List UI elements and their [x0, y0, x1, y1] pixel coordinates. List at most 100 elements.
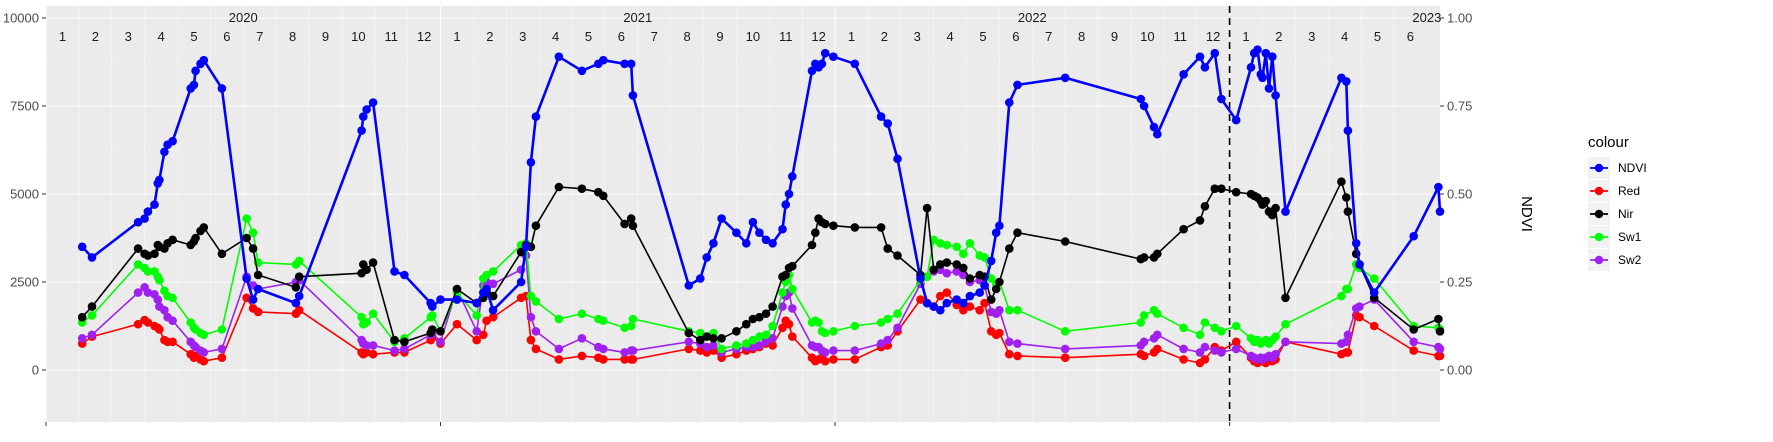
- point-ndvi: [709, 239, 718, 248]
- point-sw2: [893, 323, 902, 333]
- point-ndvi: [368, 98, 378, 107]
- point-sw1: [1136, 318, 1146, 327]
- point-ndvi: [883, 119, 892, 128]
- point-nir: [876, 223, 886, 232]
- legend-key-point: [1594, 209, 1604, 219]
- point-sw2: [768, 334, 777, 343]
- point-sw1: [143, 267, 153, 276]
- point-ndvi: [577, 66, 587, 76]
- year-label: 2020: [229, 10, 258, 25]
- point-sw2: [1271, 349, 1280, 359]
- point-red: [133, 319, 143, 329]
- point-nir: [1409, 325, 1418, 334]
- point-sw1: [1179, 323, 1188, 333]
- point-sw1: [761, 330, 771, 340]
- point-ndvi: [526, 158, 536, 167]
- point-sw2: [620, 348, 629, 357]
- point-red: [829, 355, 838, 364]
- point-ndvi: [1139, 101, 1149, 111]
- point-sw2: [1355, 302, 1364, 311]
- left-tick-label: 2500: [10, 275, 39, 290]
- point-red: [242, 293, 251, 303]
- point-ndvi: [761, 235, 771, 245]
- point-red: [253, 307, 263, 317]
- point-sw1: [742, 339, 751, 348]
- point-sw2: [1060, 344, 1070, 354]
- point-sw2: [684, 337, 694, 347]
- point-ndvi: [133, 217, 143, 227]
- point-red: [554, 355, 564, 364]
- point-sw1: [1231, 321, 1241, 331]
- month-label: 6: [1407, 29, 1414, 44]
- point-sw1: [217, 325, 227, 334]
- point-ndvi: [155, 175, 164, 185]
- point-ndvi: [1351, 239, 1361, 248]
- point-sw1: [936, 239, 945, 248]
- point-ndvi: [191, 66, 200, 76]
- month-label: 5: [190, 29, 197, 44]
- point-red: [362, 348, 371, 357]
- point-sw1: [1271, 332, 1280, 341]
- month-label: 3: [519, 29, 526, 44]
- point-ndvi: [242, 274, 251, 283]
- point-red: [155, 325, 164, 334]
- point-ndvi: [199, 55, 209, 65]
- month-label: 1: [59, 29, 66, 44]
- point-nir: [820, 219, 830, 229]
- point-sw1: [577, 309, 587, 319]
- point-ndvi: [1253, 45, 1262, 54]
- month-label: 9: [322, 29, 329, 44]
- point-red: [620, 355, 629, 364]
- point-red: [452, 319, 462, 329]
- point-ndvi: [400, 270, 409, 280]
- point-ndvi: [876, 112, 886, 121]
- point-sw2: [952, 267, 961, 276]
- point-red: [916, 295, 925, 304]
- point-sw2: [1435, 344, 1445, 354]
- point-red: [684, 344, 694, 354]
- point-ndvi: [1271, 91, 1280, 100]
- point-ndvi: [820, 48, 830, 58]
- point-sw1: [368, 309, 378, 319]
- point-nir: [1342, 193, 1351, 202]
- right-tick-label: 0.50: [1447, 187, 1472, 202]
- point-red: [526, 335, 536, 345]
- plot-panel: [46, 6, 1440, 422]
- point-nir: [995, 277, 1004, 287]
- point-sw2: [995, 305, 1004, 315]
- point-sw2: [1281, 337, 1290, 347]
- month-label: 7: [1045, 29, 1052, 44]
- point-sw1: [768, 321, 777, 331]
- legend-key-point: [1594, 186, 1604, 196]
- point-ndvi: [696, 274, 705, 283]
- point-ndvi: [995, 221, 1004, 230]
- point-sw1: [242, 214, 251, 223]
- point-nir: [959, 263, 968, 273]
- point-sw2: [1409, 337, 1418, 347]
- point-ndvi: [1264, 84, 1274, 93]
- point-red: [1200, 355, 1210, 364]
- point-ndvi: [781, 200, 790, 209]
- point-ndvi: [1195, 52, 1205, 61]
- point-nir: [626, 214, 636, 223]
- year-label: 2022: [1018, 10, 1047, 25]
- point-red: [1060, 353, 1070, 363]
- point-red: [1179, 355, 1188, 364]
- point-nir: [628, 221, 638, 230]
- point-sw2: [1343, 330, 1353, 340]
- point-ndvi: [732, 228, 741, 237]
- month-label: 11: [1174, 29, 1188, 44]
- point-nir: [1013, 228, 1022, 237]
- month-label: 10: [1140, 29, 1154, 44]
- point-ndvi: [850, 59, 860, 69]
- point-sw2: [778, 302, 787, 311]
- point-red: [788, 332, 797, 341]
- point-sw2: [942, 268, 952, 278]
- point-ndvi: [1005, 98, 1014, 107]
- point-nir: [1231, 187, 1241, 197]
- point-nir: [1200, 202, 1210, 211]
- point-ndvi: [1246, 63, 1256, 72]
- point-ndvi: [702, 253, 712, 262]
- point-sw1: [531, 297, 541, 306]
- point-sw1: [929, 235, 938, 245]
